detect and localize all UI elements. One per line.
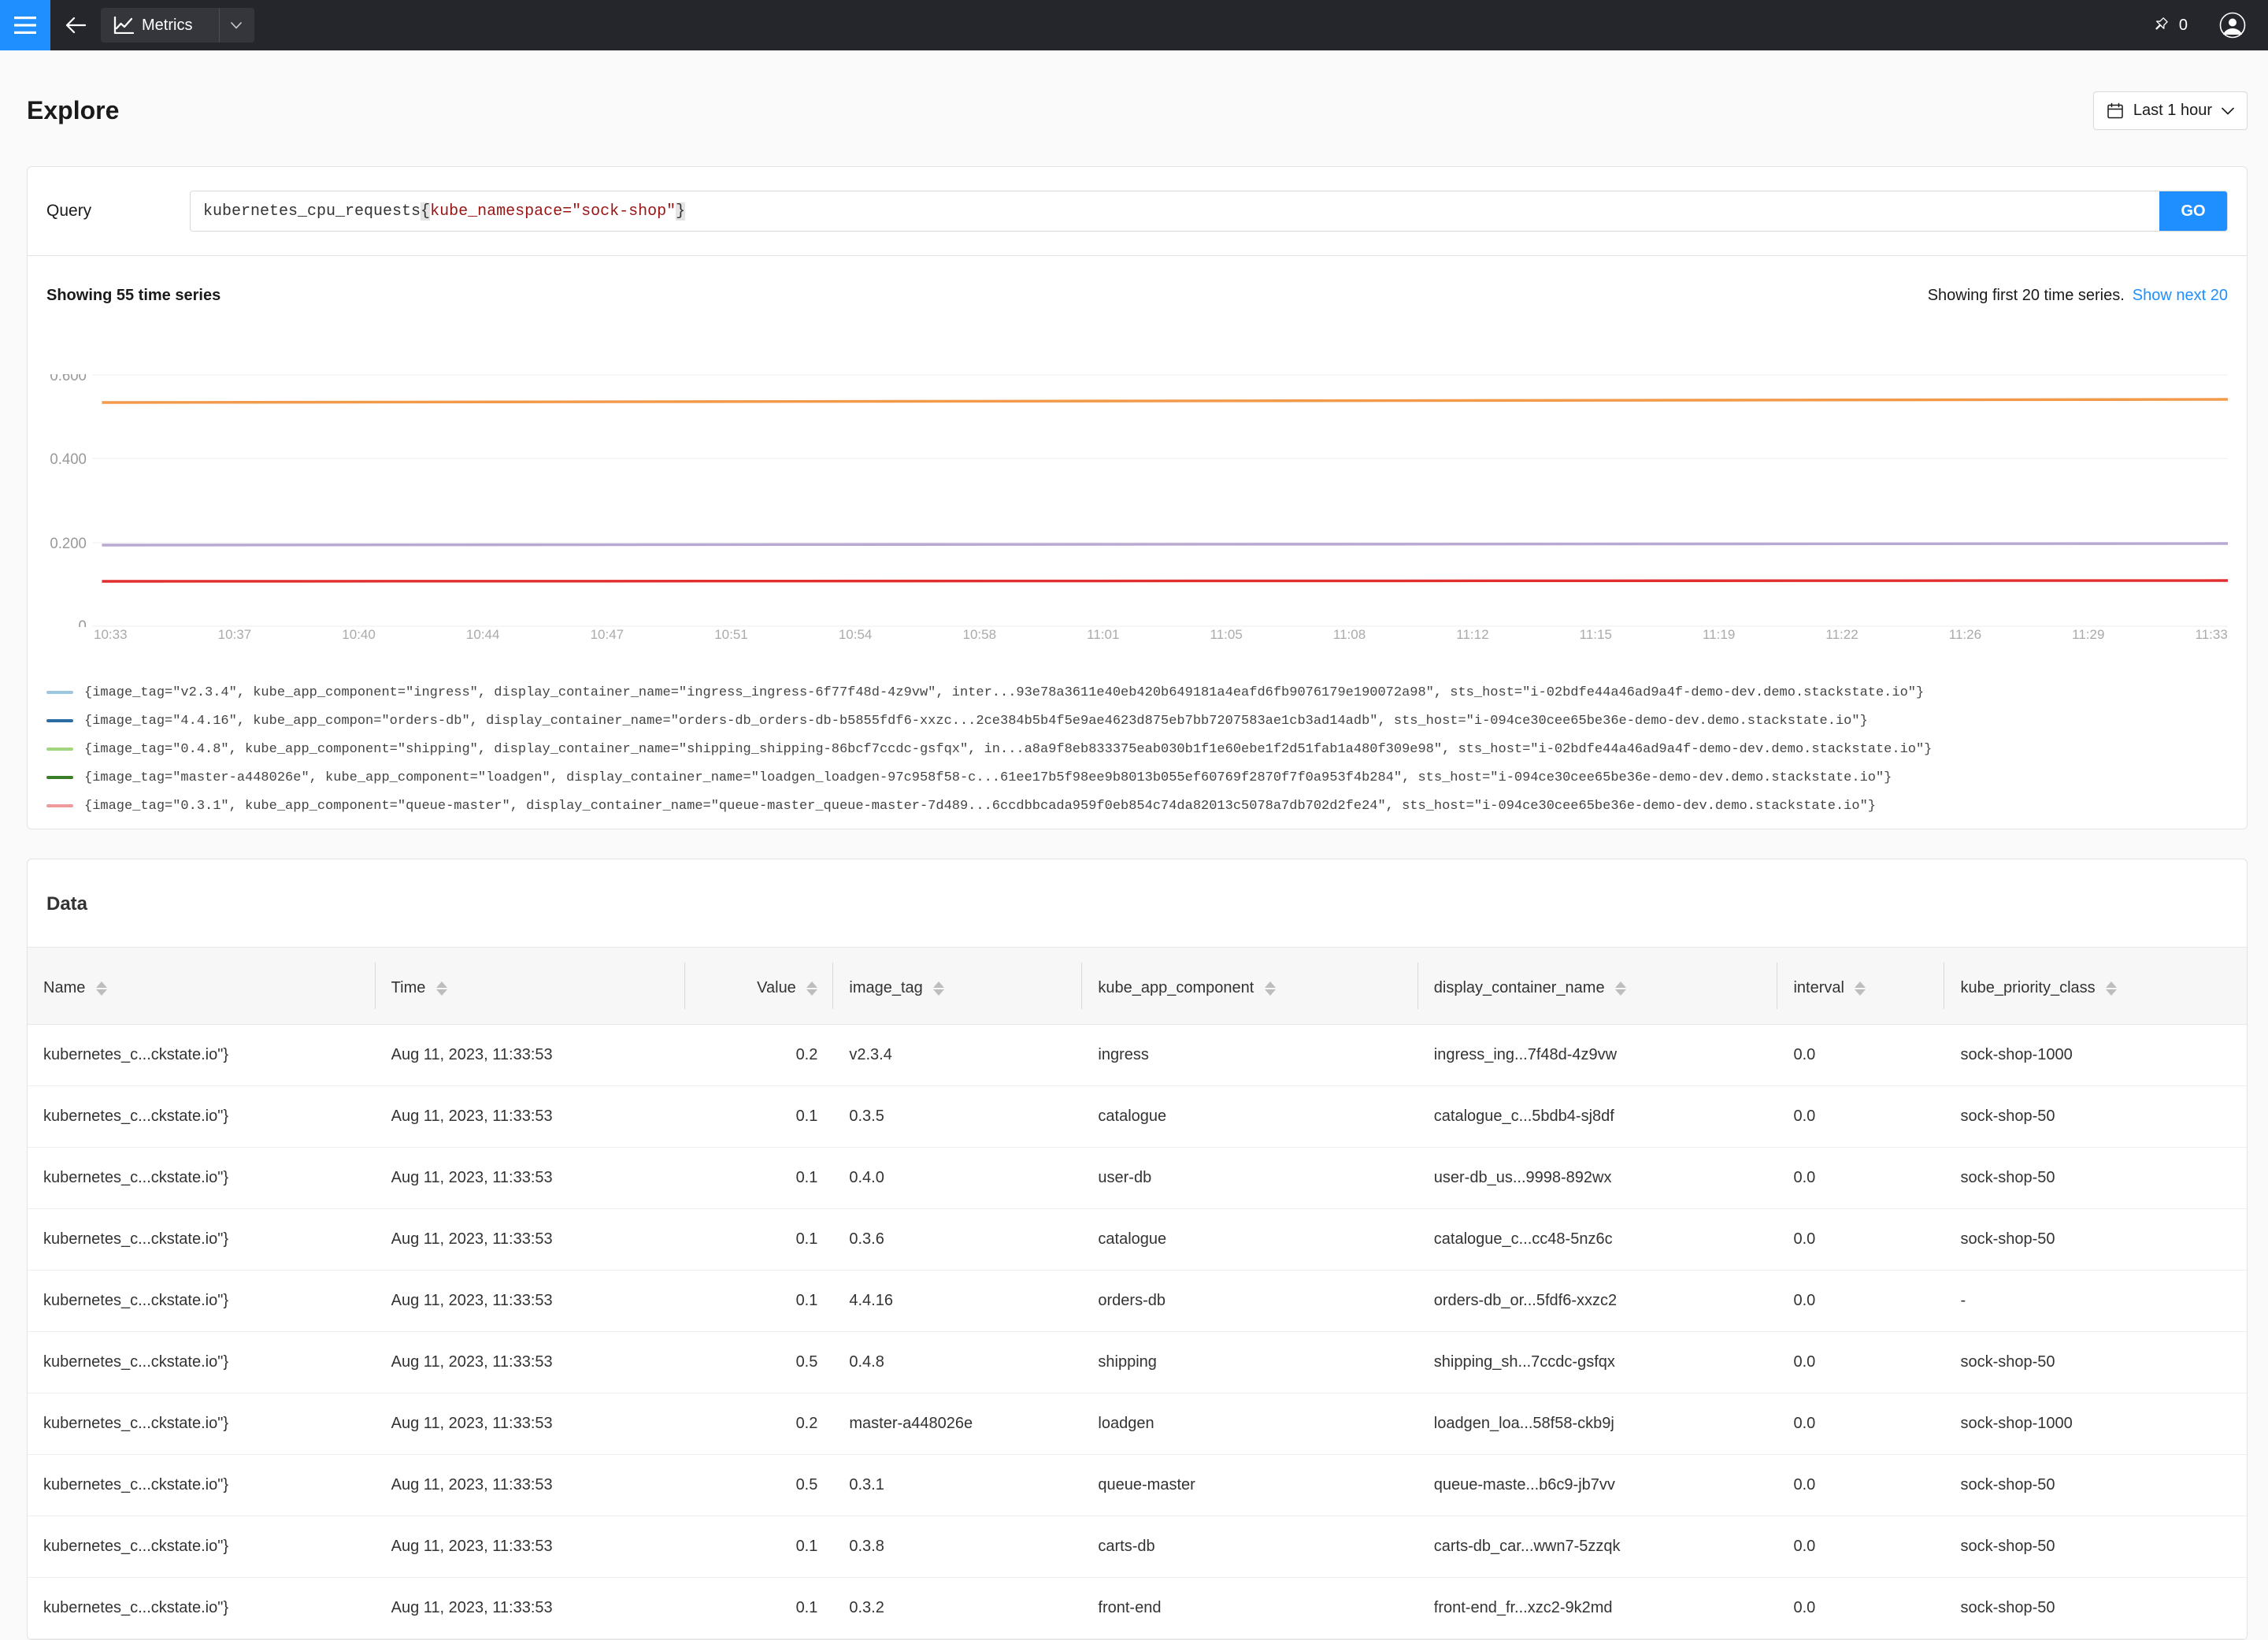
svg-text:0.200: 0.200 xyxy=(50,535,86,551)
svg-text:0.400: 0.400 xyxy=(50,451,86,467)
svg-text:0: 0 xyxy=(79,618,87,627)
svg-text:0.600: 0.600 xyxy=(50,374,86,384)
